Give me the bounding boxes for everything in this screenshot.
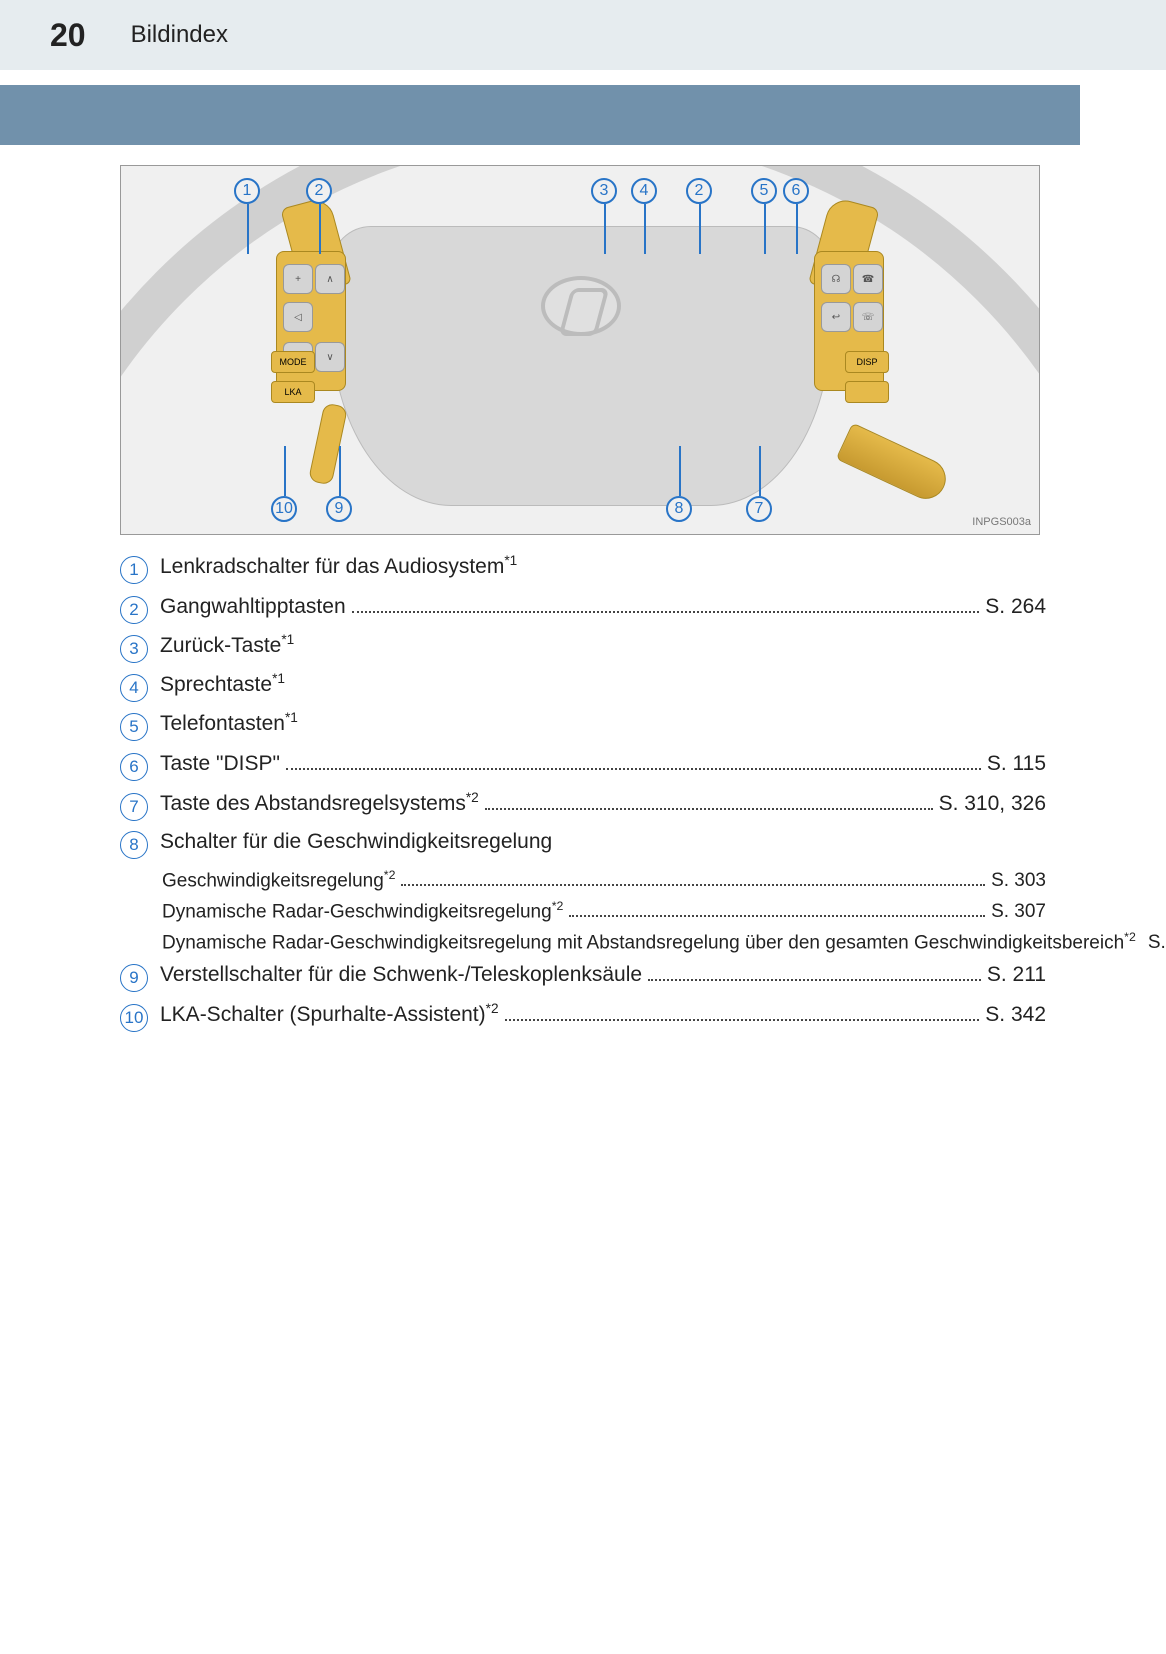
callout-4: 4 bbox=[631, 178, 657, 204]
callout-10: 10 bbox=[271, 496, 297, 522]
callout-5: 5 bbox=[751, 178, 777, 204]
legend-number: 6 bbox=[120, 753, 148, 781]
back-icon: ↩ bbox=[821, 302, 851, 332]
dot-leader bbox=[648, 960, 981, 981]
legend-number: 10 bbox=[120, 1004, 148, 1032]
callout-1: 1 bbox=[234, 178, 260, 204]
legend-number: 7 bbox=[120, 793, 148, 821]
legend-number: 2 bbox=[120, 596, 148, 624]
leader-line bbox=[699, 204, 701, 254]
legend-item-4: 4 Sprechtaste*1 bbox=[120, 671, 1046, 700]
phone-off-icon: ☏ bbox=[853, 302, 883, 332]
page-ref: S. 211 bbox=[987, 963, 1046, 987]
page-ref: S. 307 bbox=[991, 901, 1046, 923]
legend-label: Taste des Abstandsregelsystems*2 bbox=[160, 790, 479, 816]
legend-label: LKA-Schalter (Spurhalte-Assistent)*2 bbox=[160, 1001, 499, 1027]
mute-icon: ◁ bbox=[283, 302, 313, 332]
voice-icon: ☊ bbox=[821, 264, 851, 294]
lka-button: LKA bbox=[271, 381, 315, 403]
dot-leader bbox=[505, 1000, 980, 1021]
legend-item-6: 6 Taste "DISP" S. 115 bbox=[120, 749, 1046, 779]
leader-line bbox=[679, 446, 681, 496]
plus-icon: + bbox=[283, 264, 313, 294]
callout-9: 9 bbox=[326, 496, 352, 522]
disp-button: DISP bbox=[845, 351, 889, 373]
up-icon: ∧ bbox=[315, 264, 345, 294]
legend-item-10: 10 LKA-Schalter (Spurhalte-Assistent)*2 S.… bbox=[120, 1000, 1046, 1030]
leader-line bbox=[339, 446, 341, 496]
page-ref: S. 115 bbox=[987, 752, 1046, 776]
legend-label: Taste "DISP" bbox=[160, 752, 280, 776]
wheel-hub bbox=[331, 226, 831, 506]
dot-leader bbox=[352, 592, 980, 613]
leader-line bbox=[644, 204, 646, 254]
phone-on-icon: ☎ bbox=[853, 264, 883, 294]
legend-sublabel: Dynamische Radar-Geschwindigkeitsregelun… bbox=[162, 899, 563, 923]
legend-subitem: Geschwindigkeitsregelung*2 S. 303 bbox=[162, 867, 1046, 892]
callout-8: 8 bbox=[666, 496, 692, 522]
down-icon: ∨ bbox=[315, 342, 345, 372]
leader-line bbox=[796, 204, 798, 254]
legend-label: Verstellschalter für die Schwenk-/Telesk… bbox=[160, 963, 642, 987]
legend-item-2: 2 Gangwahltipptasten S. 264 bbox=[120, 592, 1046, 622]
legend-item-8: 8 Schalter für die Geschwindigkeitsregelu… bbox=[120, 829, 1046, 857]
legend-subitem: Dynamische Radar-Geschwindigkeitsregelun… bbox=[162, 929, 1046, 954]
figure-code: INPGS003a bbox=[972, 516, 1031, 528]
legend-item-3: 3 Zurück-Taste*1 bbox=[120, 632, 1046, 661]
leader-line bbox=[604, 204, 606, 254]
leader-line bbox=[247, 204, 249, 254]
legend-item-9: 9 Verstellschalter für die Schwenk-/Teles… bbox=[120, 960, 1046, 990]
callout-3: 3 bbox=[591, 178, 617, 204]
legend-number: 8 bbox=[120, 831, 148, 859]
legend-item-1: 1 Lenkradschalter für das Audiosystem*1 bbox=[120, 553, 1046, 582]
voice-button bbox=[845, 381, 889, 403]
page-ref: S. 310, 326 bbox=[939, 792, 1046, 816]
legend-label: Gangwahltipptasten bbox=[160, 595, 346, 619]
legend-label: Zurück-Taste*1 bbox=[160, 632, 294, 658]
legend-number: 3 bbox=[120, 635, 148, 663]
page-number: 20 bbox=[50, 17, 86, 54]
legend-number: 5 bbox=[120, 713, 148, 741]
legend-label: Telefontasten*1 bbox=[160, 710, 298, 736]
callout-2: 2 bbox=[306, 178, 332, 204]
callout-2: 2 bbox=[686, 178, 712, 204]
legend-subitem: Dynamische Radar-Geschwindigkeitsregelun… bbox=[162, 898, 1046, 923]
page-ref: S. 342 bbox=[985, 1003, 1046, 1027]
dot-leader bbox=[401, 867, 985, 886]
callout-7: 7 bbox=[746, 496, 772, 522]
dot-leader bbox=[569, 898, 985, 917]
legend-label: Schalter für die Geschwindigkeitsregelun… bbox=[160, 830, 552, 854]
callout-6: 6 bbox=[783, 178, 809, 204]
legend-list: 1Lenkradschalter für das Audiosystem*12G… bbox=[120, 553, 1046, 1030]
legend-label: Lenkradschalter für das Audiosystem*1 bbox=[160, 553, 517, 579]
legend-number: 9 bbox=[120, 964, 148, 992]
leader-line bbox=[764, 204, 766, 254]
decorative-band bbox=[0, 85, 1080, 145]
legend-item-5: 5 Telefontasten*1 bbox=[120, 710, 1046, 739]
dot-leader bbox=[286, 749, 981, 770]
page-header: 20 Bildindex bbox=[0, 0, 1166, 70]
legend-sublabel: Geschwindigkeitsregelung*2 bbox=[162, 868, 395, 892]
section-title: Bildindex bbox=[131, 21, 228, 49]
dot-leader bbox=[485, 789, 933, 810]
page-ref: S. 264 bbox=[985, 595, 1046, 619]
steering-wheel-figure: + ◁ − ∧ ∨ ☊ ↩ ☎ ☏ MODE LKA DISP INPGS003… bbox=[120, 165, 1040, 535]
legend-sublabel: Dynamische Radar-Geschwindigkeitsregelun… bbox=[162, 930, 1136, 954]
legend-item-7: 7 Taste des Abstandsregelsystems*2 S. 310,… bbox=[120, 789, 1046, 819]
leader-line bbox=[284, 446, 286, 496]
legend-number: 4 bbox=[120, 674, 148, 702]
mode-button: MODE bbox=[271, 351, 315, 373]
legend-number: 1 bbox=[120, 556, 148, 584]
page-ref: S. 323 bbox=[1148, 932, 1166, 954]
leader-line bbox=[319, 204, 321, 254]
brand-logo bbox=[541, 276, 621, 336]
page-ref: S. 303 bbox=[991, 870, 1046, 892]
leader-line bbox=[759, 446, 761, 496]
legend-label: Sprechtaste*1 bbox=[160, 671, 285, 697]
page-content: + ◁ − ∧ ∨ ☊ ↩ ☎ ☏ MODE LKA DISP INPGS003… bbox=[0, 145, 1166, 1030]
